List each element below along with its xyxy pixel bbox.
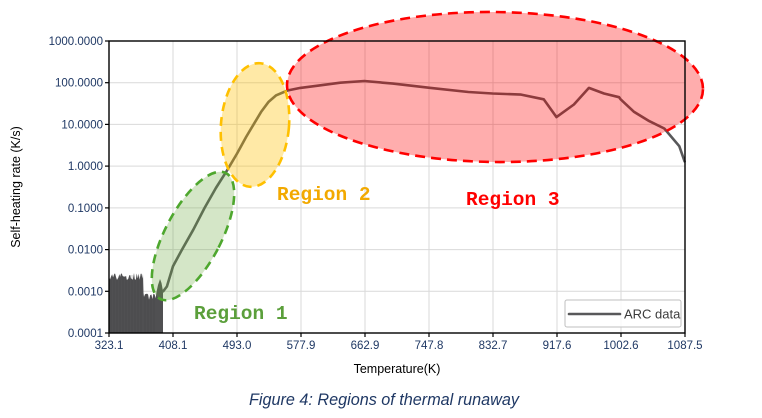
svg-text:ARC data: ARC data xyxy=(624,307,681,322)
svg-text:832.7: 832.7 xyxy=(479,340,508,352)
svg-text:323.1: 323.1 xyxy=(95,340,124,352)
svg-text:1.0000: 1.0000 xyxy=(68,161,103,173)
svg-text:0.0100: 0.0100 xyxy=(68,245,103,257)
svg-text:917.6: 917.6 xyxy=(543,340,572,352)
svg-text:Region 3: Region 3 xyxy=(466,189,560,211)
svg-text:Figure 4: Regions of thermal r: Figure 4: Regions of thermal runaway xyxy=(249,391,520,409)
svg-text:10.0000: 10.0000 xyxy=(61,119,103,131)
svg-text:Region 1: Region 1 xyxy=(194,303,288,325)
svg-text:1002.6: 1002.6 xyxy=(603,340,638,352)
svg-text:Temperature(K): Temperature(K) xyxy=(354,362,441,376)
svg-text:1087.5: 1087.5 xyxy=(667,340,702,352)
svg-text:Self-heating rate (K/s): Self-heating rate (K/s) xyxy=(9,126,23,248)
svg-text:0.0001: 0.0001 xyxy=(68,328,103,340)
svg-text:662.9: 662.9 xyxy=(351,340,380,352)
svg-text:408.1: 408.1 xyxy=(159,340,188,352)
svg-text:747.8: 747.8 xyxy=(415,340,444,352)
svg-text:0.0010: 0.0010 xyxy=(68,286,103,298)
svg-text:100.0000: 100.0000 xyxy=(55,78,103,90)
svg-text:577.9: 577.9 xyxy=(287,340,316,352)
svg-text:0.1000: 0.1000 xyxy=(68,203,103,215)
svg-text:1000.0000: 1000.0000 xyxy=(49,36,103,48)
svg-text:Region 2: Region 2 xyxy=(277,184,371,206)
svg-text:493.0: 493.0 xyxy=(223,340,252,352)
